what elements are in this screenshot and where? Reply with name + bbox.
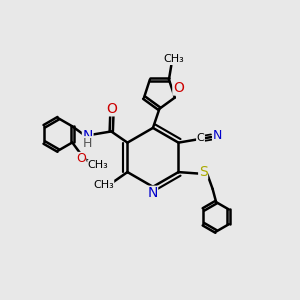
Text: N: N [213,129,222,142]
Text: CH₃: CH₃ [93,180,114,190]
Text: O: O [173,81,184,95]
Text: H: H [83,137,92,150]
Text: C: C [197,133,204,142]
Text: O: O [107,102,118,116]
Text: S: S [199,165,208,179]
Text: CH₃: CH₃ [88,160,109,170]
Text: N: N [82,129,93,143]
Text: O: O [76,152,86,166]
Text: CH₃: CH₃ [163,55,184,64]
Text: N: N [147,186,158,200]
